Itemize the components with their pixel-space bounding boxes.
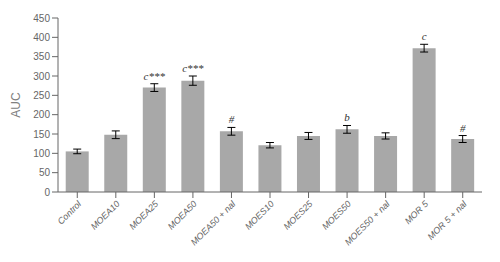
svg-text:200: 200 [33, 109, 50, 120]
svg-text:#: # [229, 113, 235, 125]
svg-text:MOES10: MOES10 [243, 199, 276, 232]
svg-text:MOEA10: MOEA10 [89, 199, 122, 232]
svg-text:350: 350 [33, 51, 50, 62]
svg-text:#: # [460, 122, 466, 134]
svg-text:MOEA50 + nal: MOEA50 + nal [189, 198, 238, 247]
svg-text:MOES25: MOES25 [282, 198, 316, 232]
svg-text:b: b [344, 111, 350, 123]
svg-text:MOES50 + nal: MOES50 + nal [343, 198, 392, 247]
svg-text:400: 400 [33, 32, 50, 43]
svg-text:450: 450 [33, 13, 50, 24]
svg-text:MOES50: MOES50 [320, 199, 353, 232]
svg-text:Control: Control [56, 198, 84, 226]
svg-text:100: 100 [33, 148, 50, 159]
svg-text:150: 150 [33, 129, 50, 140]
svg-text:300: 300 [33, 71, 50, 82]
svg-text:AUC: AUC [9, 92, 23, 118]
svg-text:50: 50 [39, 167, 51, 178]
svg-text:MOEA25: MOEA25 [127, 198, 161, 232]
svg-text:MOR 5 + nal: MOR 5 + nal [426, 198, 470, 242]
svg-text:MOR 5: MOR 5 [403, 198, 431, 226]
svg-text:250: 250 [33, 90, 50, 101]
svg-text:0: 0 [44, 187, 50, 198]
svg-text:c***: c*** [144, 70, 166, 82]
svg-text:c***: c*** [182, 62, 204, 74]
svg-text:c: c [422, 30, 427, 42]
svg-text:MOEA50: MOEA50 [166, 199, 199, 232]
